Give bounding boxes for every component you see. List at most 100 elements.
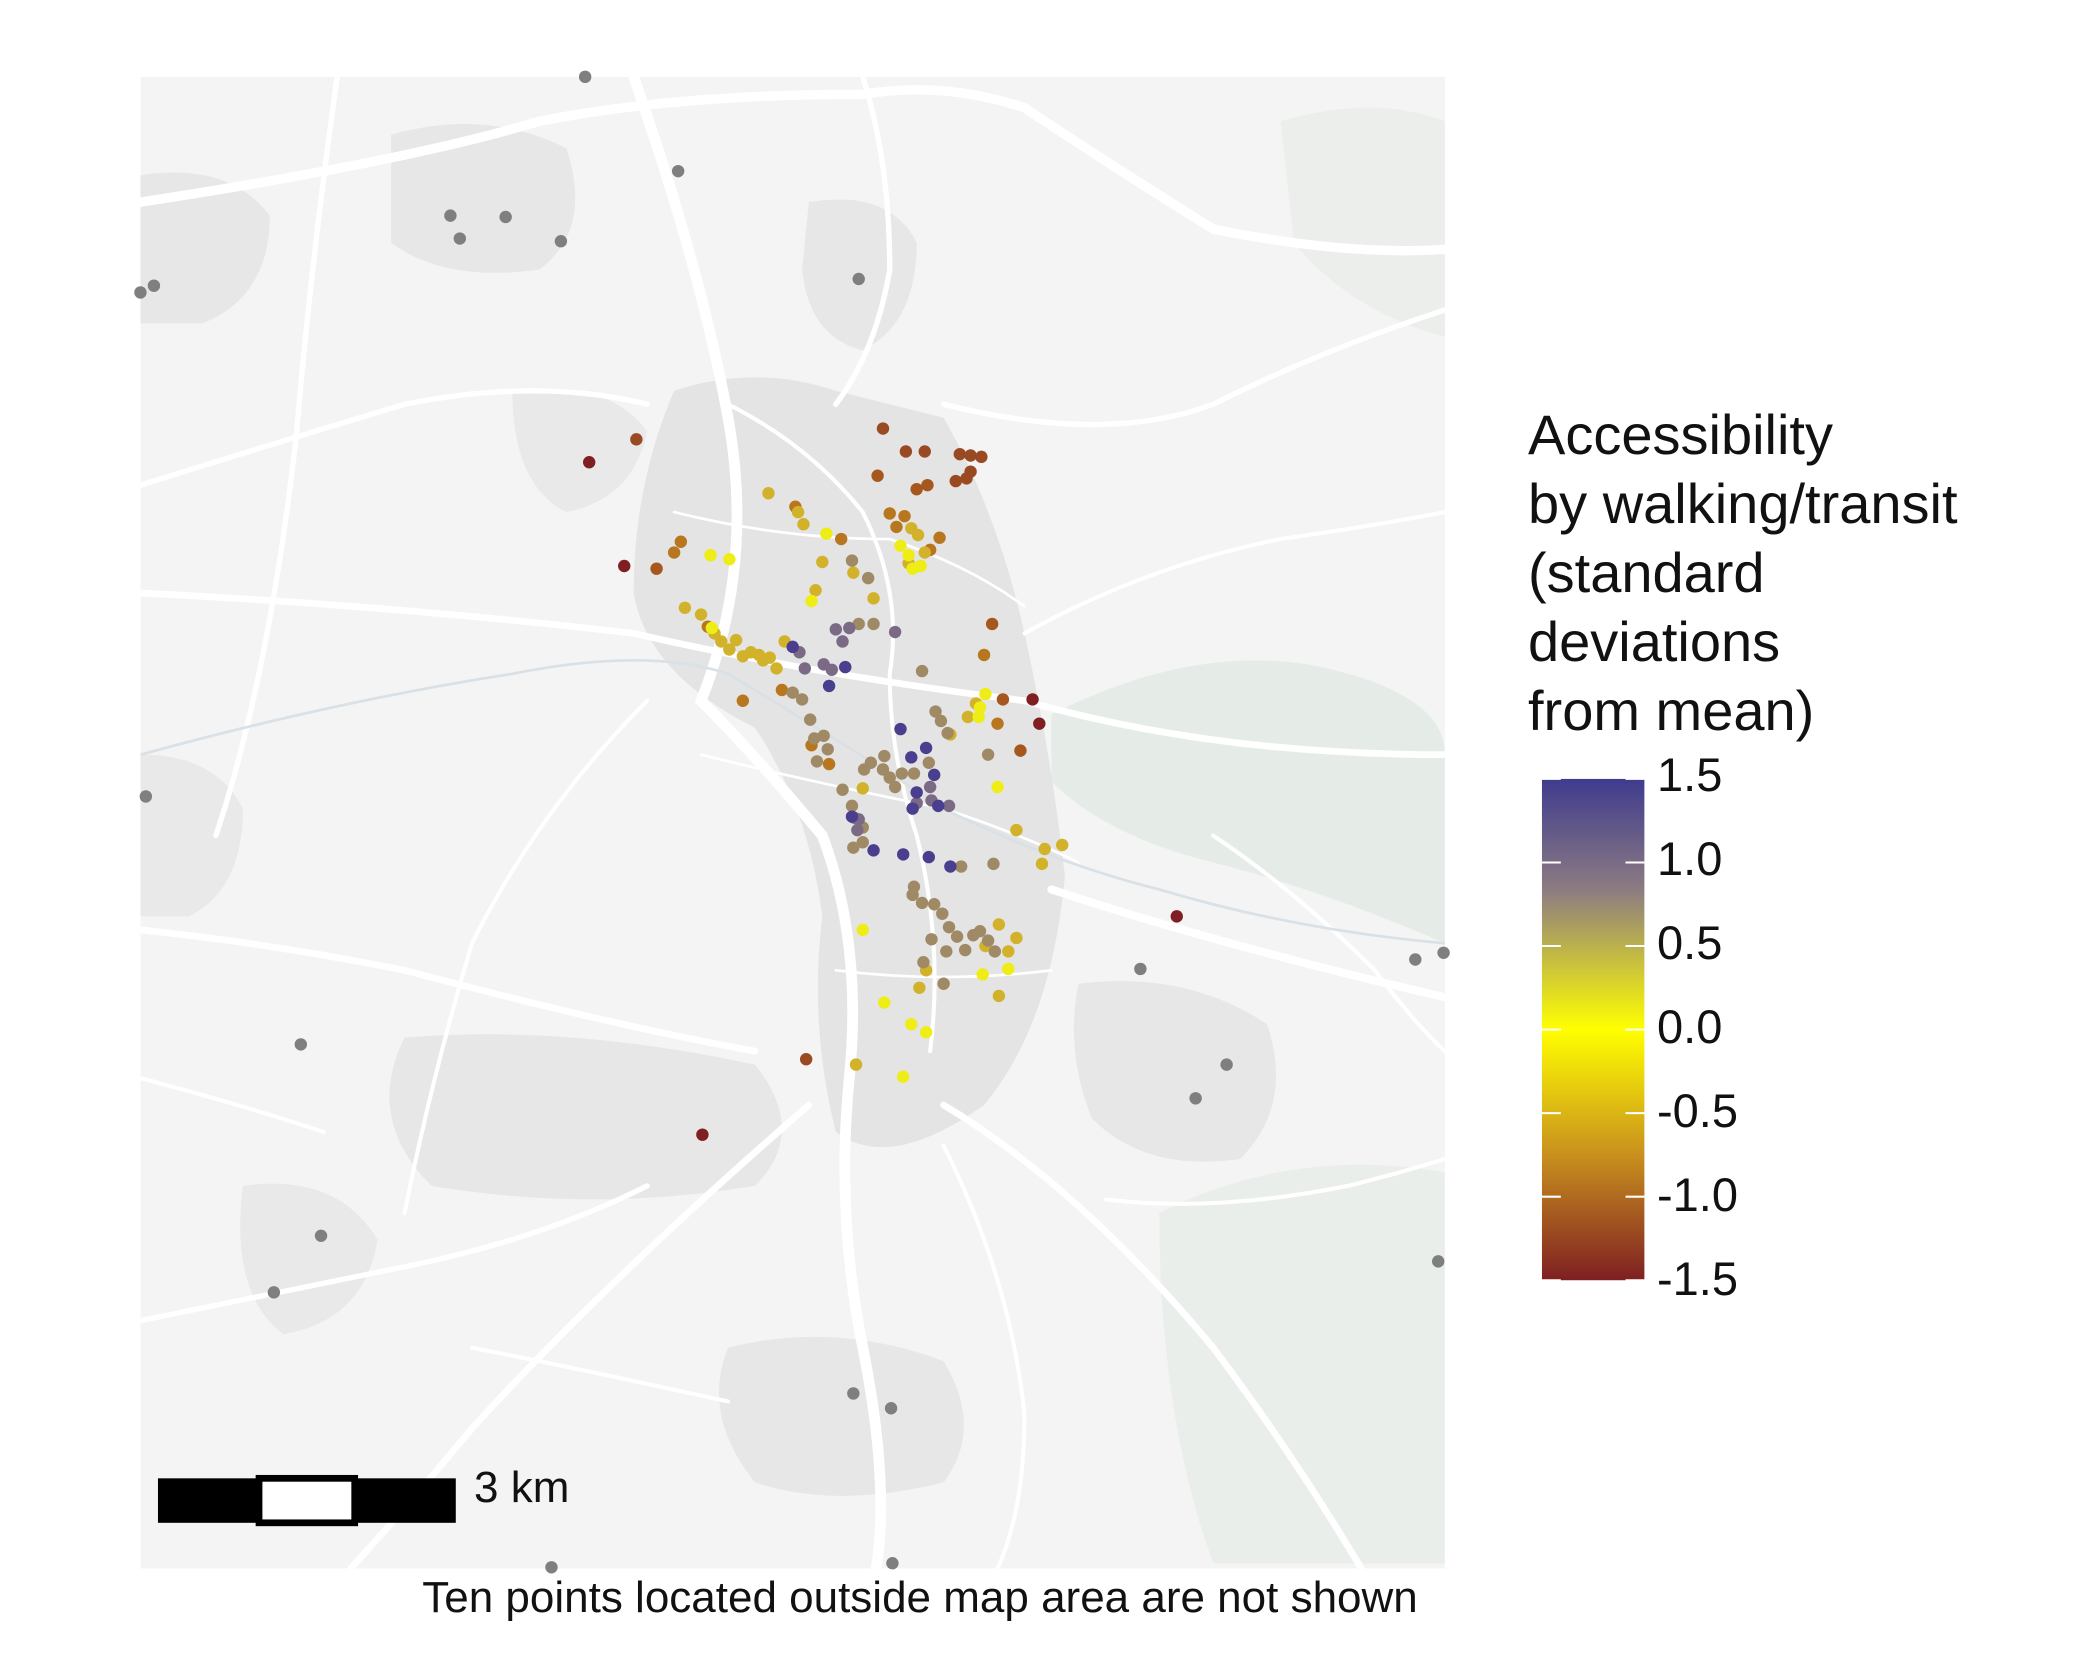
data-point	[867, 844, 880, 857]
urban-area	[633, 377, 1065, 1148]
data-point	[804, 713, 817, 726]
data-point	[763, 651, 776, 664]
river	[140, 659, 1445, 945]
data-point	[988, 945, 1002, 958]
relief-area	[1280, 107, 1445, 337]
data-point	[894, 539, 907, 552]
data-point	[922, 850, 935, 864]
data-point	[958, 943, 972, 957]
data-point	[861, 571, 875, 585]
data-point	[630, 433, 643, 446]
data-point	[704, 549, 717, 562]
data-point	[922, 756, 935, 769]
legend-title-line: (standard	[1528, 541, 1765, 604]
data-point	[1010, 823, 1023, 837]
data-point	[723, 553, 736, 566]
data-point	[805, 594, 818, 608]
data-point	[907, 767, 921, 780]
scale-bar-segment	[255, 1474, 359, 1527]
data-point	[770, 662, 783, 675]
data-point	[674, 535, 688, 548]
data-point	[1431, 1255, 1445, 1268]
data-point	[1056, 838, 1069, 852]
urban-area	[140, 754, 243, 917]
data-point	[723, 643, 736, 656]
legend-tick-label: 1.0	[1657, 832, 1723, 885]
data-point	[864, 756, 878, 769]
data-point	[883, 771, 896, 784]
data-point	[905, 751, 918, 764]
data-point	[925, 933, 938, 946]
data-point	[953, 447, 966, 461]
legend-tick-label: -1.0	[1657, 1168, 1738, 1221]
data-point	[883, 507, 896, 520]
data-point	[927, 898, 941, 911]
data-point	[911, 528, 925, 542]
data-point	[798, 662, 812, 675]
data-point	[1170, 910, 1183, 923]
data-point	[822, 757, 836, 771]
scale-bar-segment	[157, 1478, 260, 1523]
data-point	[314, 1229, 328, 1242]
data-point	[554, 235, 568, 248]
legend-tick-label: 0.5	[1657, 916, 1723, 969]
data-point	[1010, 931, 1023, 945]
data-point	[847, 566, 860, 579]
urban-area	[140, 172, 270, 324]
relief-area	[1159, 1164, 1445, 1564]
data-point	[888, 780, 902, 794]
urban-area	[1073, 981, 1277, 1162]
legend-title: Accessibility by walking/transit (standa…	[1528, 400, 2048, 745]
data-point	[921, 478, 934, 492]
data-point	[902, 549, 915, 562]
data-point	[973, 925, 987, 938]
data-point	[919, 741, 933, 755]
data-point	[852, 617, 865, 631]
data-point	[942, 799, 956, 813]
data-point	[849, 1058, 863, 1071]
data-point	[808, 732, 821, 745]
data-point	[964, 465, 977, 478]
data-point	[919, 1026, 933, 1039]
data-point	[899, 445, 913, 458]
data-point	[917, 955, 930, 969]
data-point	[650, 562, 663, 575]
data-point	[981, 748, 995, 761]
data-point	[671, 164, 685, 178]
data-point	[907, 880, 921, 893]
legend-tick-label: 0.0	[1657, 1000, 1723, 1053]
urban-area	[719, 1336, 964, 1496]
data-point	[961, 710, 975, 724]
data-point	[762, 487, 775, 500]
scale-bar-label: 3 km	[474, 1463, 570, 1512]
data-point	[809, 584, 822, 597]
data-point	[975, 450, 988, 464]
basemap	[140, 76, 1445, 1569]
data-point	[1409, 953, 1422, 966]
data-point	[1035, 857, 1049, 871]
data-point	[294, 1038, 308, 1051]
data-point	[886, 1557, 899, 1570]
data-point	[1026, 693, 1039, 706]
urban-area	[389, 1034, 782, 1200]
data-point	[895, 767, 909, 780]
data-point	[667, 546, 681, 559]
data-point	[820, 527, 833, 540]
data-point	[996, 693, 1010, 706]
data-point	[729, 633, 743, 647]
data-point	[583, 456, 596, 469]
data-point	[918, 546, 931, 559]
data-point	[898, 509, 911, 523]
data-point	[979, 687, 992, 701]
legend-tick-label: 1.5	[1657, 748, 1723, 801]
data-point	[797, 518, 810, 531]
data-point	[878, 996, 891, 1009]
data-point	[954, 860, 968, 873]
data-point	[905, 1017, 918, 1031]
data-point	[914, 559, 927, 573]
data-point	[825, 663, 838, 676]
data-point	[871, 469, 884, 482]
data-point	[852, 272, 865, 286]
data-point	[453, 232, 467, 245]
